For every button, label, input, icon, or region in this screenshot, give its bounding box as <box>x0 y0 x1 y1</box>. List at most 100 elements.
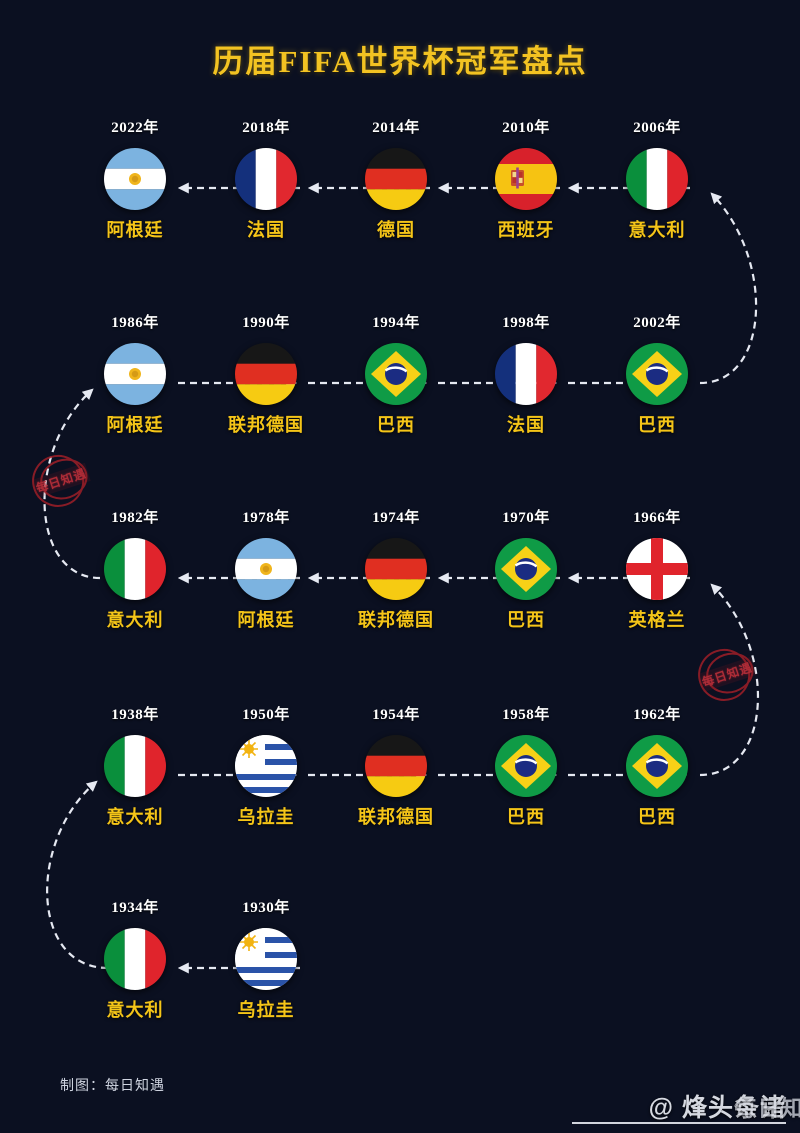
champion-country: 巴西 <box>377 415 415 435</box>
brazil-flag-icon <box>495 735 557 797</box>
credit-text: 制图：每日知遇 <box>60 1077 165 1093</box>
champion-country: 意大利 <box>106 807 164 827</box>
flag-wrapper <box>196 339 336 409</box>
england-flag-icon <box>626 538 688 600</box>
brazil-flag-icon <box>365 343 427 405</box>
stamp-watermark: 每日知遇 <box>685 637 769 712</box>
champion-node: 2010年西班牙 <box>456 118 596 242</box>
flag-wrapper <box>196 534 336 604</box>
germany-flag-icon <box>365 735 427 797</box>
champion-year: 2002年 <box>633 315 681 331</box>
champion-country: 法国 <box>507 415 545 435</box>
champion-country: 巴西 <box>638 807 676 827</box>
champion-node: 2006年意大利 <box>587 118 727 242</box>
champion-year: 2006年 <box>633 120 681 136</box>
page-title: 历届FIFA世界杯冠军盘点 <box>212 44 588 79</box>
champion-country: 阿根廷 <box>106 415 164 435</box>
france-flag-icon <box>495 343 557 405</box>
champion-year: 1990年 <box>242 315 290 331</box>
champion-node: 2014年德国 <box>326 118 466 242</box>
flag-wrapper <box>587 144 727 214</box>
champion-country: 西班牙 <box>497 220 555 240</box>
champion-year: 1938年 <box>111 707 159 723</box>
champion-node: 1998年 法国 <box>456 313 596 437</box>
flag-wrapper <box>587 339 727 409</box>
flag-wrapper <box>326 534 466 604</box>
flag-wrapper <box>196 144 336 214</box>
champion-country: 阿根廷 <box>106 220 164 240</box>
flag-wrapper <box>326 731 466 801</box>
flag-wrapper <box>65 144 205 214</box>
flag-wrapper <box>65 339 205 409</box>
italy-flag-icon <box>104 735 166 797</box>
champion-year: 1954年 <box>372 707 420 723</box>
stamp-watermark: 每日知遇 <box>19 443 103 518</box>
champion-node: 2022年 阿根廷 <box>65 118 205 242</box>
champion-year: 1986年 <box>111 315 159 331</box>
account-watermark: @ 烽头条诸 每日知遇 <box>648 1088 800 1124</box>
flag-wrapper <box>587 534 727 604</box>
champion-country: 法国 <box>247 220 285 240</box>
flag-wrapper <box>65 924 205 994</box>
flag-wrapper <box>456 731 596 801</box>
france-flag-icon <box>235 148 297 210</box>
brazil-flag-icon <box>626 343 688 405</box>
champion-year: 1962年 <box>633 707 681 723</box>
watermark-handle: @ 烽头条诸 <box>648 1094 786 1122</box>
watermark-overlay: 每日知遇 <box>734 1096 800 1121</box>
champion-node: 1990年联邦德国 <box>196 313 336 437</box>
germany-flag-icon <box>365 538 427 600</box>
champion-node: 1958年 巴西 <box>456 705 596 829</box>
champion-year: 1930年 <box>242 900 290 916</box>
flag-wrapper <box>456 534 596 604</box>
champion-node: 1978年阿根廷 <box>196 508 336 632</box>
brazil-flag-icon <box>495 538 557 600</box>
champion-node: 1994年巴西 <box>326 313 466 437</box>
germany-flag-icon <box>365 148 427 210</box>
champion-node: 2002年巴西 <box>587 313 727 437</box>
champion-country: 联邦德国 <box>358 610 434 630</box>
champion-country: 意大利 <box>106 610 164 630</box>
champion-country: 巴西 <box>638 415 676 435</box>
champion-node: 2018年法国 <box>196 118 336 242</box>
argentina-flag-icon <box>104 343 166 405</box>
flag-wrapper <box>196 731 336 801</box>
italy-flag-icon <box>626 148 688 210</box>
champion-country: 英格兰 <box>628 610 686 630</box>
champion-year: 2018年 <box>242 120 290 136</box>
watermark-underline <box>572 1122 786 1124</box>
champion-node: 1966年 英格兰 <box>587 508 727 632</box>
champion-year: 1970年 <box>502 510 550 526</box>
champion-country: 阿根廷 <box>237 610 295 630</box>
champion-year: 1982年 <box>111 510 159 526</box>
champion-country: 联邦德国 <box>358 807 434 827</box>
champion-country: 巴西 <box>507 610 545 630</box>
uruguay-flag-icon <box>235 735 297 797</box>
champion-node: 1982年意大利 <box>65 508 205 632</box>
champion-node: 1934年 意大利 <box>65 898 205 1022</box>
argentina-flag-icon <box>235 538 297 600</box>
champion-country: 意大利 <box>106 1000 164 1020</box>
champion-year: 2014年 <box>372 120 420 136</box>
italy-flag-icon <box>104 928 166 990</box>
champion-country: 德国 <box>377 220 415 240</box>
champion-node: 1938年意大利 <box>65 705 205 829</box>
champion-year: 1950年 <box>242 707 290 723</box>
champion-node: 1954年联邦德国 <box>326 705 466 829</box>
champion-year: 1958年 <box>502 707 550 723</box>
flag-wrapper <box>587 731 727 801</box>
champion-year: 1994年 <box>372 315 420 331</box>
champion-node: 1950年乌拉圭 <box>196 705 336 829</box>
uruguay-flag-icon <box>235 928 297 990</box>
champion-country: 意大利 <box>628 220 686 240</box>
champion-year: 2010年 <box>502 120 550 136</box>
champion-country: 联邦德国 <box>228 415 304 435</box>
champion-country: 乌拉圭 <box>237 1000 295 1020</box>
flag-wrapper <box>326 144 466 214</box>
champion-node: 1970年巴西 <box>456 508 596 632</box>
spain-flag-icon <box>495 148 557 210</box>
champion-year: 1978年 <box>242 510 290 526</box>
flag-wrapper <box>196 924 336 994</box>
champion-country: 乌拉圭 <box>237 807 295 827</box>
